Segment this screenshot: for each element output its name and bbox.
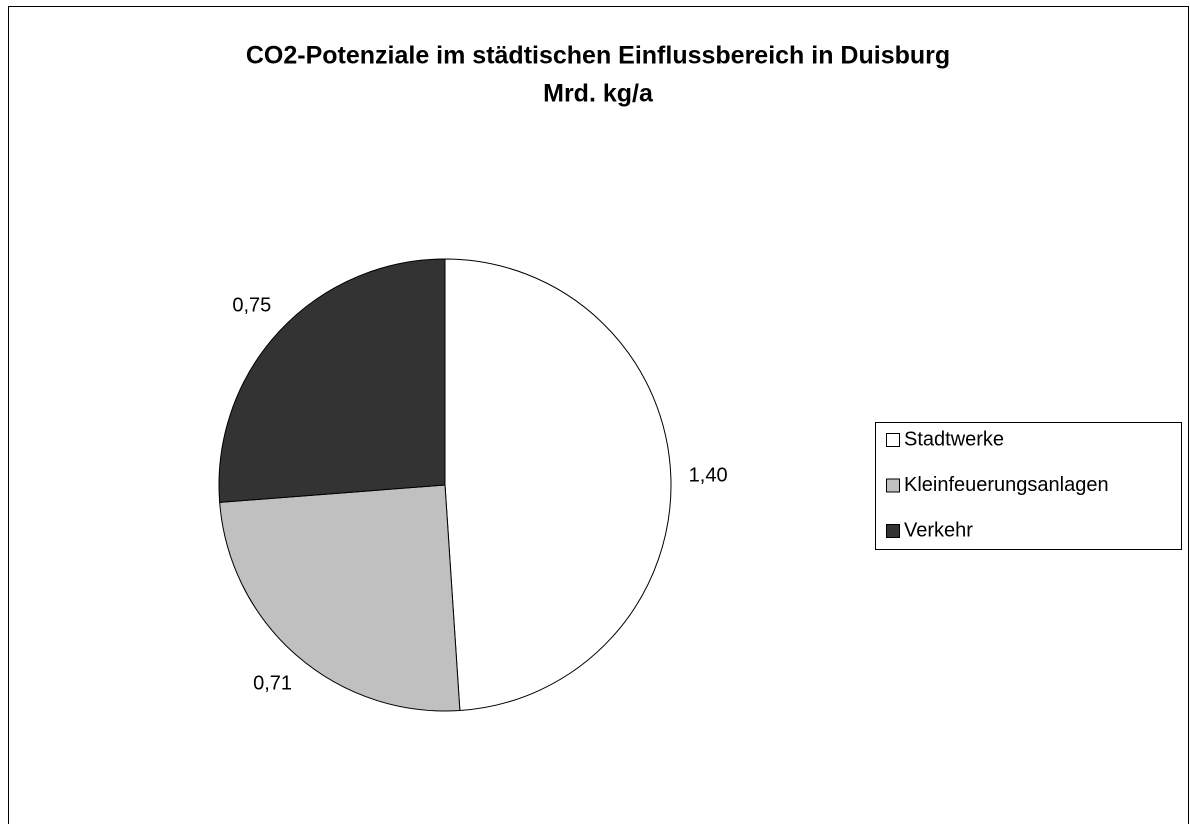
legend-box bbox=[875, 422, 1182, 550]
pie-slice bbox=[219, 484, 461, 712]
legend-label: Verkehr bbox=[904, 519, 973, 541]
legend-swatch bbox=[886, 433, 900, 447]
chart-title: CO2-Potenziale im städtischen Einflussbe… bbox=[246, 42, 950, 70]
data-label: 0,75 bbox=[232, 294, 271, 316]
legend-label: Kleinfeuerungsanlagen bbox=[904, 474, 1109, 496]
legend-swatch bbox=[886, 478, 900, 493]
data-label: 1,40 bbox=[689, 465, 728, 487]
legend-swatch bbox=[886, 524, 900, 538]
chart-subtitle: Mrd. kg/a bbox=[543, 80, 654, 108]
pie-slice bbox=[444, 258, 672, 712]
pie-slice bbox=[218, 258, 446, 503]
data-label: 0,71 bbox=[253, 672, 292, 694]
legend-label: Stadtwerke bbox=[904, 428, 1004, 450]
